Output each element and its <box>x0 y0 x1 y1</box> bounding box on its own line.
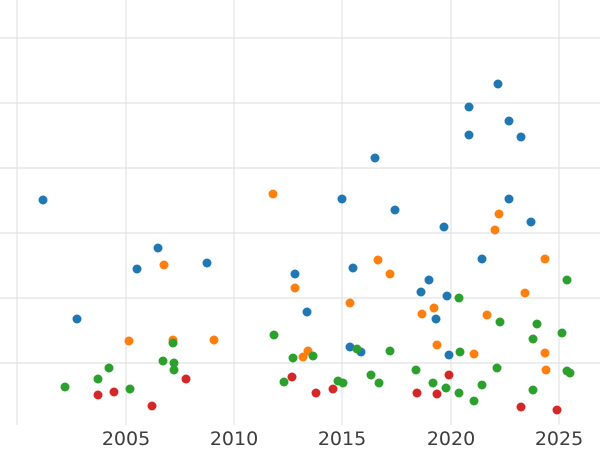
data-point-green <box>477 380 487 390</box>
data-point-green <box>454 293 464 303</box>
data-point-orange <box>298 352 308 362</box>
data-point-green <box>93 374 103 384</box>
data-point-orange <box>209 335 219 345</box>
data-point-orange <box>494 209 504 219</box>
data-point-orange <box>490 225 500 235</box>
data-point-orange <box>469 349 479 359</box>
data-point-blue <box>464 102 474 112</box>
data-point-blue <box>493 79 503 89</box>
data-point-blue <box>302 307 312 317</box>
data-point-green <box>454 388 464 398</box>
data-point-blue <box>348 263 358 273</box>
data-point-blue <box>38 195 48 205</box>
x-tick-label: 2015 <box>318 428 366 450</box>
data-point-green <box>169 365 179 375</box>
data-point-green <box>411 365 421 375</box>
data-point-red <box>147 401 157 411</box>
data-point-blue <box>202 258 212 268</box>
data-point-red <box>93 390 103 400</box>
data-point-blue <box>504 116 514 126</box>
data-point-orange <box>385 269 395 279</box>
data-point-red <box>287 372 297 382</box>
x-tick-label: 2025 <box>535 428 583 450</box>
data-point-red <box>181 374 191 384</box>
data-point-green <box>288 353 298 363</box>
data-point-red <box>432 389 442 399</box>
data-point-red <box>328 384 338 394</box>
data-point-blue <box>370 153 380 163</box>
x-tick-label: 2005 <box>102 428 150 450</box>
data-point-blue <box>72 314 82 324</box>
data-point-orange <box>429 303 439 313</box>
data-point-green <box>528 334 538 344</box>
data-point-blue <box>153 243 163 253</box>
data-point-green <box>168 338 178 348</box>
data-point-green <box>158 356 168 366</box>
data-point-green <box>455 347 465 357</box>
data-point-green <box>308 351 318 361</box>
data-point-green <box>352 344 362 354</box>
data-point-green <box>366 370 376 380</box>
data-point-blue <box>132 264 142 274</box>
data-point-orange <box>482 310 492 320</box>
data-point-blue <box>444 350 454 360</box>
data-point-orange <box>541 365 551 375</box>
x-tick-label: 2020 <box>427 428 475 450</box>
data-point-green <box>562 275 572 285</box>
data-point-blue <box>337 194 347 204</box>
data-point-orange <box>159 260 169 270</box>
data-point-green <box>495 317 505 327</box>
data-point-green <box>557 328 567 338</box>
data-point-green <box>104 363 114 373</box>
data-point-green <box>269 330 279 340</box>
data-point-green <box>338 378 348 388</box>
data-point-red <box>412 388 422 398</box>
data-point-orange <box>540 254 550 264</box>
data-point-red <box>311 388 321 398</box>
data-point-red <box>516 402 526 412</box>
data-point-green <box>385 346 395 356</box>
data-point-orange <box>540 348 550 358</box>
data-point-red <box>444 370 454 380</box>
data-point-green <box>469 396 479 406</box>
data-point-blue <box>442 291 452 301</box>
data-point-blue <box>526 217 536 227</box>
data-point-green <box>374 378 384 388</box>
data-point-green <box>169 358 179 368</box>
data-point-green <box>428 378 438 388</box>
data-point-orange <box>373 255 383 265</box>
x-tick-label: 2010 <box>210 428 258 450</box>
data-point-orange <box>417 309 427 319</box>
data-point-green <box>60 382 70 392</box>
data-point-orange <box>520 288 530 298</box>
data-point-green <box>279 377 289 387</box>
data-point-red <box>552 405 562 415</box>
data-point-blue <box>504 194 514 204</box>
data-point-red <box>109 387 119 397</box>
data-point-orange <box>290 283 300 293</box>
data-point-green <box>492 363 502 373</box>
data-point-blue <box>390 205 400 215</box>
data-point-green <box>565 368 575 378</box>
data-point-green <box>125 384 135 394</box>
data-point-orange <box>432 340 442 350</box>
data-point-orange <box>124 336 134 346</box>
data-point-blue <box>431 314 441 324</box>
data-point-blue <box>290 269 300 279</box>
data-point-blue <box>464 130 474 140</box>
data-point-blue <box>345 342 355 352</box>
data-point-blue <box>439 222 449 232</box>
data-point-green <box>532 319 542 329</box>
data-point-green <box>441 383 451 393</box>
data-point-blue <box>477 254 487 264</box>
data-point-orange <box>268 189 278 199</box>
data-point-blue <box>424 275 434 285</box>
data-point-orange <box>345 298 355 308</box>
data-point-blue <box>516 132 526 142</box>
data-point-blue <box>416 287 426 297</box>
data-point-green <box>528 385 538 395</box>
